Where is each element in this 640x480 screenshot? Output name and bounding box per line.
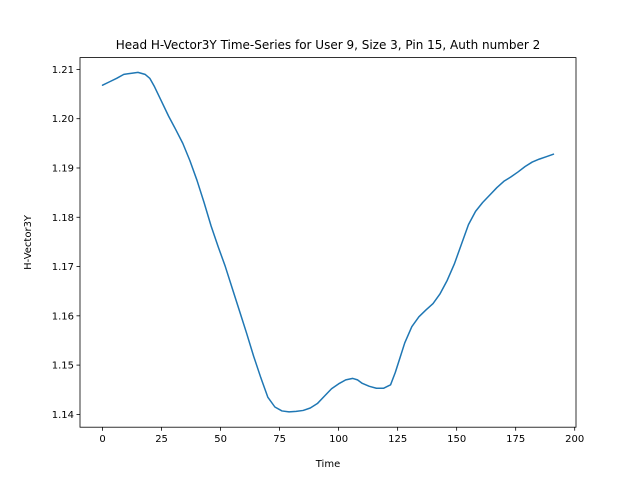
y-tick-label: 1.14 (52, 410, 74, 421)
y-tick-label: 1.17 (52, 262, 74, 273)
x-tick-label: 25 (155, 434, 168, 445)
plot-frame (79, 57, 577, 428)
y-axis: 1.14 1.15 1.16 1.17 1.18 1.19 1.20 1.21 (52, 65, 80, 421)
x-axis-label: Time (315, 459, 340, 470)
x-tick-label: 100 (329, 434, 348, 445)
y-axis-label: H-Vector3Y (23, 214, 34, 270)
x-axis: 0 25 50 75 100 125 150 175 200 (99, 427, 584, 445)
chart-title: Head H-Vector3Y Time-Series for User 9, … (116, 38, 541, 52)
x-tick-label: 75 (273, 434, 286, 445)
y-tick-label: 1.18 (52, 213, 74, 224)
x-tick-label: 200 (565, 434, 584, 445)
x-tick-label: 125 (388, 434, 407, 445)
y-tick-label: 1.15 (52, 361, 74, 372)
y-tick-label: 1.19 (52, 163, 74, 174)
y-tick-label: 1.16 (52, 311, 74, 322)
plot-area (101, 71, 555, 413)
y-tick-label: 1.20 (52, 114, 74, 125)
series-line-0 (101, 71, 555, 413)
x-tick-label: 150 (447, 434, 466, 445)
x-tick-label: 0 (99, 434, 105, 445)
x-tick-label: 50 (214, 434, 227, 445)
y-tick-label: 1.21 (52, 65, 74, 76)
x-tick-label: 175 (506, 434, 525, 445)
